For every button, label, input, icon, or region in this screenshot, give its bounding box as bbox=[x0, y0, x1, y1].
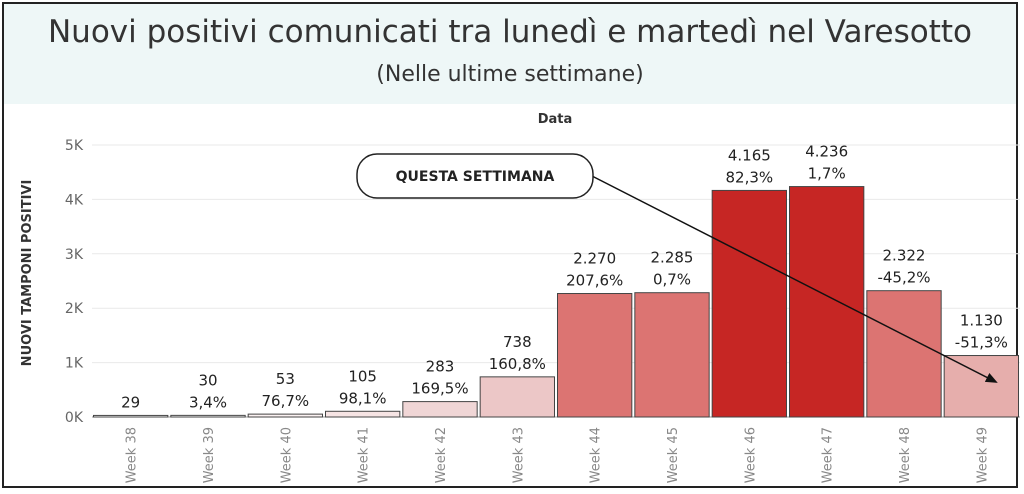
value-label: 2.270 bbox=[573, 250, 616, 268]
value-label: 738 bbox=[503, 333, 532, 351]
value-label: 30 bbox=[198, 371, 217, 389]
y-tick-label: 4K bbox=[65, 192, 84, 208]
callout-arrow bbox=[591, 175, 998, 383]
x-tick-label: Week 48 bbox=[898, 427, 913, 483]
x-tick-label: Week 40 bbox=[279, 427, 294, 483]
y-tick-label: 5K bbox=[65, 138, 84, 154]
percent-change-label: 98,1% bbox=[339, 389, 387, 407]
x-axis-title: Data bbox=[538, 112, 573, 127]
bar bbox=[247, 413, 324, 418]
chart-title: Nuovi positivi comunicati tra lunedì e m… bbox=[47, 14, 972, 50]
value-label: 53 bbox=[276, 370, 295, 388]
grid-lines bbox=[92, 144, 1020, 418]
value-label: 29 bbox=[121, 393, 140, 411]
bar bbox=[943, 355, 1020, 418]
x-tick-label: Week 38 bbox=[125, 427, 140, 483]
percent-change-label: 82,3% bbox=[726, 168, 774, 186]
y-tick-label: 1K bbox=[65, 356, 84, 372]
value-label: 283 bbox=[426, 358, 455, 376]
value-label: 2.285 bbox=[651, 249, 694, 267]
bar bbox=[634, 292, 710, 418]
x-tick-label: Week 41 bbox=[357, 427, 372, 483]
percent-change-label: 160,8% bbox=[489, 355, 546, 373]
x-tick-label: Week 49 bbox=[975, 427, 990, 483]
value-label: 4.236 bbox=[805, 143, 848, 161]
callout-label: QUESTA SETTIMANA bbox=[396, 169, 555, 185]
bars bbox=[93, 186, 1020, 418]
x-tick-label: Week 45 bbox=[666, 427, 681, 483]
x-tick-label: Week 43 bbox=[511, 427, 526, 483]
value-label: 1.130 bbox=[960, 312, 1003, 330]
y-axis-title: NUOVI TAMPONI POSITIVI bbox=[20, 180, 35, 367]
data-labels: 29 30 3,4% 53 76,7% 105 98,1% 283 169,5% 738 160,8… bbox=[121, 143, 1008, 412]
chart-subtitle: (Nelle ultime settimane) bbox=[376, 62, 644, 87]
percent-change-label: 76,7% bbox=[262, 392, 310, 410]
percent-change-label: 0,7% bbox=[653, 271, 691, 289]
y-tick-label: 2K bbox=[65, 301, 84, 317]
bar bbox=[93, 414, 169, 418]
x-tick-label: Week 47 bbox=[821, 427, 836, 483]
y-tick-label: 0K bbox=[65, 410, 84, 426]
value-label: 4.165 bbox=[728, 146, 771, 164]
value-label: 105 bbox=[348, 367, 377, 385]
bar bbox=[325, 410, 401, 418]
percent-change-label: 169,5% bbox=[411, 380, 468, 398]
percent-change-label: -51,3% bbox=[955, 334, 1008, 352]
value-label: 2.322 bbox=[883, 247, 926, 265]
x-tick-label: Week 44 bbox=[589, 427, 604, 483]
bar bbox=[866, 290, 942, 418]
percent-change-label: 1,7% bbox=[808, 165, 846, 183]
bar bbox=[170, 414, 246, 418]
axis-ticks: 0K 1K 2K 3K 4K 5K Week 38 Week 39 Week 40 Week 41… bbox=[65, 138, 990, 483]
x-tick-label: Week 46 bbox=[743, 427, 758, 483]
bar bbox=[557, 293, 633, 418]
bar bbox=[711, 189, 788, 418]
bar bbox=[789, 186, 865, 418]
percent-change-label: -45,2% bbox=[877, 269, 930, 287]
y-tick-label: 3K bbox=[65, 247, 84, 263]
callout-box bbox=[356, 153, 594, 199]
bar bbox=[479, 376, 555, 418]
x-tick-label: Week 39 bbox=[202, 427, 217, 483]
chart-header: Nuovi positivi comunicati tra lunedì e m… bbox=[4, 4, 1016, 104]
percent-change-label: 207,6% bbox=[566, 272, 623, 290]
bar bbox=[402, 401, 478, 418]
x-tick-label: Week 42 bbox=[434, 427, 449, 483]
percent-change-label: 3,4% bbox=[189, 393, 227, 411]
